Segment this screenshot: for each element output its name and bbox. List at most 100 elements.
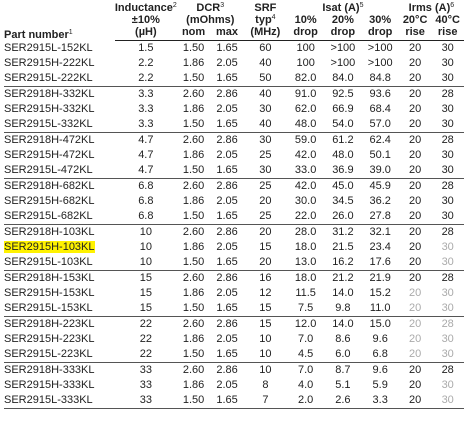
cell-value: 13.0 [294, 256, 317, 268]
table-cell: 10 [244, 332, 287, 347]
cell-value: 36.9 [332, 164, 354, 176]
cell-value: 2.60 [182, 180, 205, 192]
header-text: typ [255, 14, 272, 26]
table-cell: 1.65 [210, 71, 244, 87]
cell-value: 28 [441, 88, 454, 100]
table-cell: SER2918H-682KL [4, 179, 115, 195]
table-cell: 6.8 [114, 209, 177, 225]
cell-value: 93.6 [369, 88, 391, 100]
table-cell: 20 [399, 102, 432, 117]
cell-value: 14.0 [332, 287, 354, 299]
table-cell: 25 [243, 209, 287, 225]
table-cell: 3.3 [114, 117, 177, 133]
table-cell: 33.0 [287, 163, 325, 179]
table-cell: 18.0 [287, 271, 324, 287]
cell-value: 30 [441, 348, 454, 360]
irms-label: rise [398, 26, 432, 41]
table-cell: 39.0 [361, 163, 399, 179]
cell-value: >100 [330, 57, 356, 69]
cell-value: 8.7 [335, 364, 351, 376]
cell-value: 20 [408, 134, 422, 146]
table-cell: 31.2 [324, 225, 361, 241]
table-cell: 2.86 [210, 271, 243, 287]
table-cell: 84.8 [361, 71, 399, 87]
cell-value: 1.65 [216, 72, 238, 84]
cell-value: 30 [441, 195, 454, 207]
cell-value: 20 [408, 272, 422, 284]
srf-typ: typ4 [244, 14, 287, 26]
cell-value: 9.6 [372, 333, 388, 345]
table-cell: 2.05 [210, 240, 243, 255]
table-row: SER2918H-223KL 22 2.60 2.86 15 12.0 14.0 15.0 20… [4, 317, 464, 333]
cell-value: 30 [259, 103, 272, 115]
inductance-header: Inductance2 [115, 2, 177, 14]
cell-value: 21.9 [369, 272, 391, 284]
table-cell: 10 [115, 225, 177, 241]
table-cell: SER2918H-223KL [4, 317, 115, 333]
dcr-nom: nom [176, 26, 211, 41]
cell-value: 1.50 [182, 394, 205, 406]
table-cell: 20 [399, 179, 432, 195]
table-cell: SER2918H-472KL [4, 133, 115, 149]
table-row: SER2915H-153KL 15 1.86 2.05 12 11.5 14.0 15.2 20… [4, 286, 464, 301]
cell-value: 30 [441, 302, 454, 314]
cell-value: 59.0 [294, 134, 317, 146]
table-cell: 30 [431, 163, 464, 179]
table-cell: 15 [114, 301, 177, 317]
table-cell: 28 [431, 133, 464, 149]
spec-table: Part number1 Inductance2 DCR3 SRF Isat (… [4, 2, 464, 409]
irms-temp: 20°C [402, 14, 428, 26]
table-cell: 30 [244, 102, 287, 117]
table-cell: 42.0 [287, 179, 324, 195]
cell-value: 100 [296, 57, 315, 69]
cell-value: 28 [441, 364, 454, 376]
cell-value: 1.5 [138, 42, 154, 54]
table-cell: 20 [244, 225, 287, 241]
cell-value: 66.9 [332, 103, 354, 115]
table-cell: 91.0 [287, 87, 324, 103]
table-row: SER2918H-332KL 3.3 2.60 2.86 40 91.0 92.5 93.6 2… [4, 87, 464, 103]
cell-value: 2.2 [138, 72, 154, 84]
table-cell: 20 [244, 194, 287, 209]
table-cell: 7.0 [287, 363, 324, 379]
part-header: Part number1 [4, 2, 115, 41]
table-cell: 2.2 [115, 56, 177, 71]
table-cell: SER2915H-153KL [4, 286, 115, 301]
cell-value: 22 [139, 318, 152, 330]
cell-value: 10 [259, 333, 272, 345]
table-cell: SER2915L-333KL [4, 393, 115, 409]
table-row: SER2918H-103KL 10 2.60 2.86 20 28.0 31.2 32.1 20… [4, 225, 464, 241]
cell-value: 2.60 [182, 134, 205, 146]
cell-value: 6.0 [335, 348, 351, 360]
inductance-unit: (µH) [114, 26, 177, 41]
cell-value: 20 [408, 57, 422, 69]
cell-value: 2.05 [216, 195, 238, 207]
cell-value: 20 [408, 318, 422, 330]
table-cell: SER2915L-332KL [4, 117, 115, 133]
cell-value: 50.1 [369, 149, 391, 161]
isat-label: drop [361, 26, 399, 41]
table-cell: 30 [431, 56, 464, 71]
cell-value: 20 [408, 72, 422, 84]
table-cell: 15 [244, 317, 287, 333]
table-cell: 7 [243, 393, 287, 409]
table-cell: 2.86 [210, 133, 243, 149]
table-cell: 15 [115, 271, 177, 287]
cell-value: 1.65 [216, 256, 238, 268]
part-number: SER2915H-682KL [4, 195, 95, 207]
cell-value: 20 [259, 195, 272, 207]
cell-value: 40 [259, 118, 272, 130]
cell-value: 42.0 [294, 180, 317, 192]
table-cell: 2.05 [210, 332, 243, 347]
part-number: SER2915H-103KL [4, 241, 95, 253]
part-number: SER2915L-682KL [4, 210, 93, 222]
cell-value: 9.8 [335, 302, 351, 314]
table-cell: 8.7 [324, 363, 361, 379]
table-cell: 28 [431, 87, 464, 103]
cell-value: 40 [259, 57, 272, 69]
table-cell: 10 [114, 255, 177, 271]
header-text: Isat (A) [322, 2, 360, 14]
table-cell: SER2915H-103KL [4, 240, 115, 255]
table-cell: 20 [243, 255, 287, 271]
table-cell: 2.86 [210, 317, 243, 333]
